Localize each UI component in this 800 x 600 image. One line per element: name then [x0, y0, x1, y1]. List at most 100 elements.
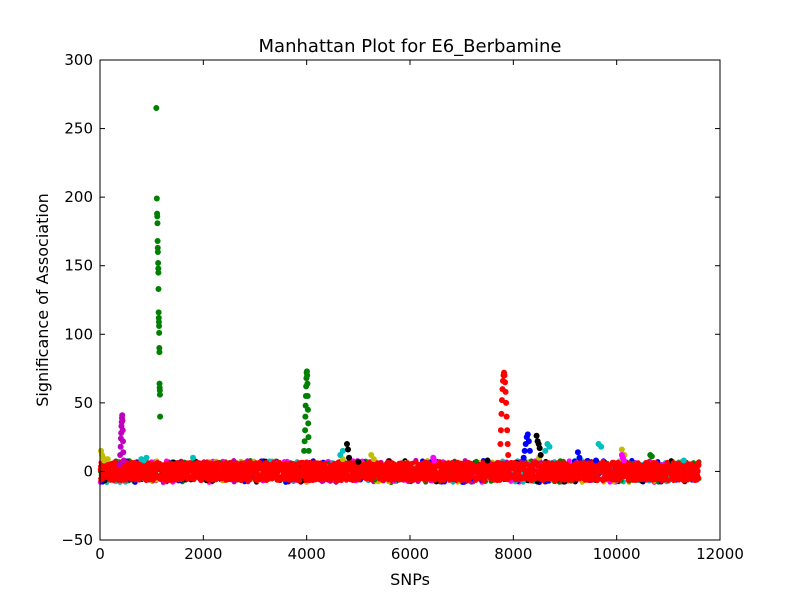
band-point	[174, 470, 180, 476]
y-tick-label: 100	[64, 325, 93, 343]
data-point	[156, 349, 163, 356]
x-axis-label: SNPs	[390, 570, 430, 589]
data-point	[153, 105, 160, 111]
band-point	[296, 467, 302, 473]
data-point	[355, 458, 362, 465]
band-point	[685, 477, 691, 483]
band-point	[630, 478, 636, 484]
band-point	[207, 460, 213, 466]
data-point	[305, 434, 312, 441]
data-point	[502, 388, 509, 395]
band-point	[429, 466, 435, 472]
band-point	[359, 474, 365, 480]
band-point	[566, 469, 572, 474]
band-point	[652, 465, 657, 471]
band-point	[125, 460, 131, 466]
band-point	[654, 471, 660, 477]
data-point	[503, 399, 510, 406]
band-point	[679, 470, 685, 475]
band-point	[491, 471, 497, 476]
data-point	[576, 454, 583, 461]
band-point	[453, 461, 459, 467]
y-tick-label: 250	[64, 120, 93, 138]
data-point	[302, 427, 309, 434]
band-point	[147, 477, 153, 483]
chart-title: Manhattan Plot for E6_Berbamine	[259, 36, 562, 57]
band-point	[650, 475, 656, 481]
band-point	[194, 475, 200, 480]
band-point	[599, 463, 605, 469]
band-point	[463, 476, 469, 482]
band-point	[603, 464, 608, 470]
band-point	[694, 470, 700, 476]
band-point	[660, 478, 666, 484]
baseline-band	[97, 457, 702, 485]
band-point	[689, 462, 695, 467]
band-point	[274, 477, 280, 483]
band-point	[655, 476, 661, 482]
band-point	[386, 472, 391, 477]
band-point	[330, 462, 336, 468]
band-point	[139, 475, 145, 481]
band-point	[512, 477, 518, 483]
band-point	[284, 472, 290, 478]
data-point	[120, 449, 127, 456]
band-point	[468, 475, 473, 480]
band-point	[672, 463, 678, 469]
band-point	[414, 468, 419, 474]
band-point	[245, 470, 251, 475]
band-point	[118, 471, 123, 477]
band-point	[132, 466, 138, 471]
data-point	[156, 329, 163, 336]
band-point	[594, 478, 600, 484]
band-point	[440, 469, 446, 475]
band-point	[408, 468, 414, 474]
band-point	[619, 463, 625, 469]
data-point	[157, 413, 164, 420]
band-point	[445, 473, 451, 478]
data-point	[502, 379, 509, 386]
band-point	[251, 471, 257, 477]
band-point	[404, 463, 410, 468]
band-point	[683, 462, 689, 468]
data-point	[155, 259, 162, 266]
band-point	[337, 477, 342, 483]
data-point	[498, 410, 505, 417]
band-point	[145, 460, 151, 466]
x-tick-label: 2000	[184, 545, 222, 563]
data-point	[346, 454, 353, 461]
data-point	[155, 309, 162, 316]
data-point	[370, 456, 377, 463]
band-point	[243, 475, 249, 480]
band-point	[692, 478, 698, 484]
band-point	[335, 467, 340, 473]
band-point	[239, 460, 245, 466]
data-point	[526, 447, 533, 454]
band-point	[202, 470, 208, 476]
data-point	[504, 427, 511, 434]
band-point	[160, 462, 165, 468]
band-point	[169, 475, 175, 481]
band-point	[663, 471, 668, 477]
band-point	[449, 460, 455, 465]
band-point	[365, 471, 371, 477]
band-point	[442, 462, 448, 468]
band-point	[261, 470, 267, 476]
band-point	[172, 461, 178, 467]
data-point	[484, 457, 491, 464]
data-point	[524, 431, 531, 438]
band-point	[581, 473, 587, 479]
band-point	[497, 464, 503, 470]
band-point	[572, 472, 578, 478]
band-point	[483, 472, 489, 478]
data-point	[345, 446, 351, 453]
band-point	[271, 461, 277, 466]
data-point	[153, 195, 160, 202]
data-point	[116, 461, 123, 468]
band-point	[269, 474, 275, 480]
band-point	[566, 477, 572, 483]
band-point	[316, 475, 322, 481]
data-point	[301, 447, 308, 454]
